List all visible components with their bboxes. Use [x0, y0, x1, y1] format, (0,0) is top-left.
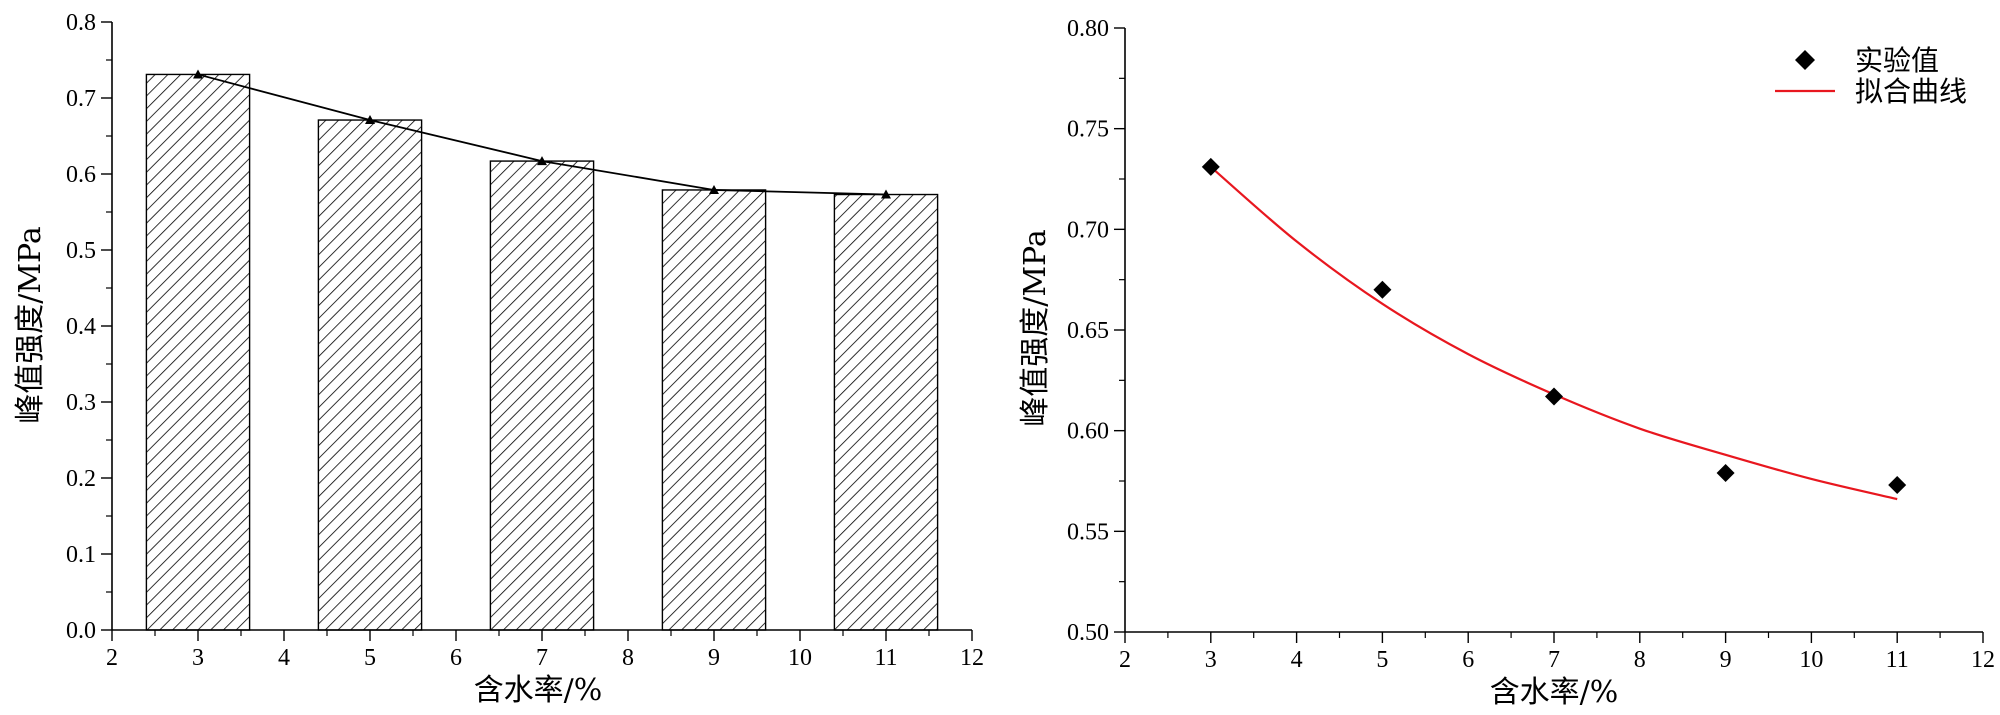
bar-chart: 2 3 4 5 6 7 8 9 10 11 12 0.00.10.20.30.40.50.60.70… [13, 10, 984, 708]
bar [317, 119, 423, 631]
legend-label-fit: 拟合曲线 [1855, 75, 1967, 108]
axes [1114, 27, 1984, 643]
x-tick-label: 5 [364, 645, 376, 671]
legend: 实验值 拟合曲线 [1775, 44, 1967, 108]
x-tick-label: 4 [278, 645, 290, 671]
bar [145, 73, 251, 631]
trend-point [365, 115, 375, 125]
x-tick-labels: 2 3 4 5 6 7 8 9 10 11 12 [1119, 647, 1995, 673]
scatter-points [1201, 157, 1907, 495]
x-tick-label: 5 [1376, 647, 1388, 673]
x-tick-label: 3 [1205, 647, 1217, 673]
y-tick-label: 0.8 [66, 10, 96, 36]
y-axis-label: 峰值强度/MPa [13, 226, 48, 424]
x-tick-label: 9 [1720, 647, 1732, 673]
data-point [1888, 476, 1907, 495]
data-point [1373, 280, 1392, 299]
y-tick-label: 0.55 [1067, 519, 1109, 545]
x-tick-label: 2 [1119, 647, 1131, 673]
legend-label-experimental: 实验值 [1855, 44, 1939, 77]
x-tick-label: 11 [874, 645, 897, 671]
x-tick-label: 12 [960, 645, 984, 671]
x-tick-label: 2 [106, 645, 118, 671]
x-tick-label: 10 [1799, 647, 1823, 673]
bar [661, 189, 767, 631]
x-tick-label: 6 [450, 645, 462, 671]
x-tick-label: 8 [622, 645, 634, 671]
bar [833, 193, 939, 631]
y-tick-label: 0.3 [66, 390, 96, 416]
trend-point [881, 189, 891, 199]
scatter-chart: 2 3 4 5 6 7 8 9 10 11 12 0.500.550.600.650.700.750… [1018, 16, 1995, 710]
x-tick-label: 11 [1886, 647, 1909, 673]
x-axis-label: 含水率/% [474, 673, 603, 708]
x-tick-label: 3 [192, 645, 204, 671]
trend-point [193, 69, 203, 79]
fit-curve-group [1210, 166, 1898, 501]
fit-curve [1210, 166, 1898, 501]
x-tick-label: 7 [1548, 647, 1560, 673]
x-tick-labels: 2 3 4 5 6 7 8 9 10 11 12 [106, 645, 984, 671]
y-axis-label: 峰值强度/MPa [1018, 229, 1053, 427]
x-tick-label: 6 [1462, 647, 1474, 673]
y-tick-label: 0.4 [66, 314, 96, 340]
y-tick-label: 0.50 [1067, 620, 1109, 646]
x-tick-label: 4 [1291, 647, 1303, 673]
x-tick-label: 10 [788, 645, 812, 671]
data-point [1201, 157, 1220, 176]
trend-point [537, 156, 547, 166]
x-tick-label: 7 [536, 645, 548, 671]
y-tick-label: 0.7 [66, 86, 96, 112]
y-tick-label: 0.70 [1067, 217, 1109, 243]
y-tick-label: 0.6 [66, 162, 96, 188]
y-tick-label: 0.60 [1067, 419, 1109, 445]
y-tick-label: 0.80 [1067, 16, 1109, 42]
y-tick-labels: 0.0 0.1 0.2 0.3 0.4 0.5 0.6 0.7 0.8 [66, 10, 96, 644]
x-tick-label: 9 [708, 645, 720, 671]
data-point [1545, 387, 1563, 406]
x-tick-label: 12 [1971, 647, 1995, 673]
trend-point [709, 184, 719, 194]
legend-marker-diamond [1795, 50, 1815, 70]
axes [101, 21, 973, 641]
y-tick-label: 0.5 [66, 238, 96, 264]
bar [489, 160, 595, 631]
y-tick-label: 0.75 [1067, 117, 1109, 143]
y-tick-label: 0.0 [66, 618, 96, 644]
y-tick-label: 0.1 [66, 542, 96, 568]
y-tick-label: 0.65 [1067, 318, 1109, 344]
y-tick-label: 0.2 [66, 466, 96, 492]
y-tick-labels: 0.50 0.55 0.60 0.65 0.70 0.75 0.80 [1067, 16, 1109, 646]
trend-line-group [193, 69, 891, 199]
x-axis-label: 含水率/% [1490, 675, 1619, 710]
data-point [1716, 463, 1735, 482]
x-tick-label: 8 [1634, 647, 1646, 673]
